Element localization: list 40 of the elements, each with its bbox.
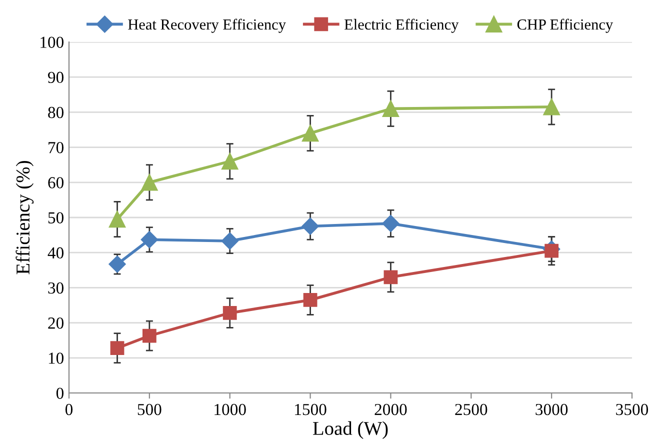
point xyxy=(303,293,318,307)
y-tick-label: 60 xyxy=(48,177,64,188)
legend-label: Electric Efficiency xyxy=(344,18,459,33)
y-tick-label: 10 xyxy=(48,352,64,364)
point xyxy=(222,153,238,170)
y-tick-label: 100 xyxy=(40,36,64,48)
y-tick-label: 30 xyxy=(48,282,64,294)
y-tick-label: 50 xyxy=(48,212,64,224)
x-tick-label: 500 xyxy=(138,404,162,416)
point xyxy=(302,124,319,142)
point xyxy=(221,232,238,250)
point xyxy=(222,306,237,320)
x-tick-label: 1500 xyxy=(295,404,326,416)
point xyxy=(384,270,398,284)
point xyxy=(110,341,124,356)
x-axis-title: Load (W) xyxy=(313,421,388,439)
y-tick-label: 90 xyxy=(48,72,64,84)
x-tick-label: 0 xyxy=(65,404,73,416)
legend-label: CHP Efficiency xyxy=(517,18,614,33)
x-tick-label: 1000 xyxy=(214,404,246,416)
point xyxy=(108,210,126,228)
y-tick-label: 80 xyxy=(48,106,64,118)
point xyxy=(108,256,126,273)
y-tick-label: 70 xyxy=(48,142,64,154)
x-tick-label: 2000 xyxy=(374,404,407,416)
point xyxy=(382,100,400,118)
point xyxy=(140,231,158,248)
point xyxy=(141,174,158,191)
point xyxy=(382,214,400,232)
y-tick-label: 20 xyxy=(48,318,64,329)
point xyxy=(142,328,156,343)
point xyxy=(302,218,319,235)
x-tick-label: 2500 xyxy=(455,404,488,416)
y-axis-title: Efficiency (%) xyxy=(16,161,34,274)
x-tick-label: 3500 xyxy=(616,404,648,416)
point xyxy=(543,98,560,116)
legend-label: Heat Recovery Efficiency xyxy=(128,18,286,33)
x-tick-label: 3000 xyxy=(536,404,568,416)
y-tick-label: 0 xyxy=(56,388,64,399)
y-tick-label: 40 xyxy=(48,247,64,259)
